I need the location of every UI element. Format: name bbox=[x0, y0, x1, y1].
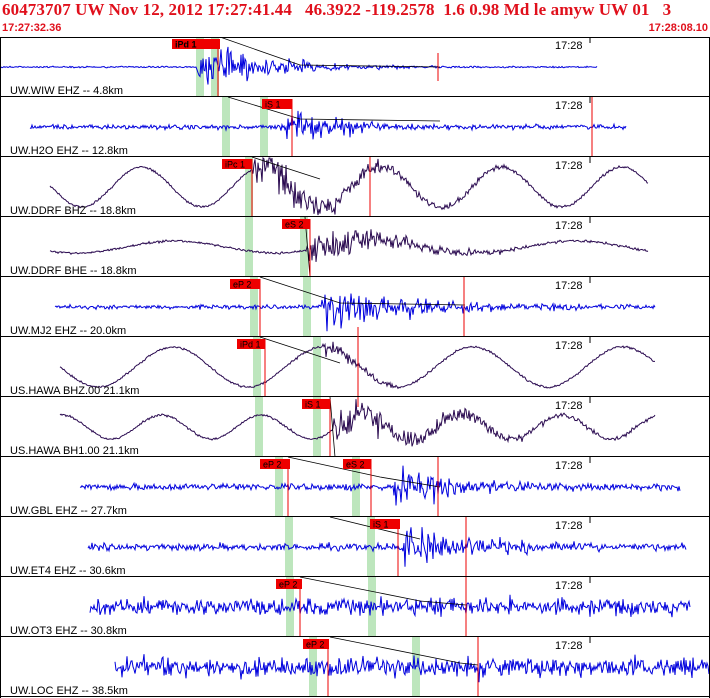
window-end-time: 17:28:08.10 bbox=[648, 22, 708, 34]
station-label: UW.WIW EHZ -- 4.8km bbox=[10, 85, 123, 97]
waveform-trace bbox=[29, 110, 627, 140]
phase-window-band bbox=[211, 37, 219, 97]
theoretical-arrival-curve bbox=[299, 576, 467, 606]
station-label: UW.LOC EHZ -- 38.5km bbox=[10, 685, 128, 697]
pick-label-box[interactable] bbox=[343, 459, 371, 469]
pick-label-box[interactable] bbox=[230, 279, 260, 289]
time-tick-label: 17:28 bbox=[555, 100, 583, 112]
waveform-trace bbox=[49, 156, 649, 216]
trace-row: eS 2 17:28 UW.DDRF BHE -- 18.8km bbox=[0, 216, 710, 278]
time-tick-label: 17:28 bbox=[555, 280, 583, 292]
window-start-time: 17:27:32.36 bbox=[2, 22, 62, 34]
trace-row: eP 2 17:28 UW.OT3 EHZ -- 30.8km bbox=[0, 576, 710, 637]
pick-label-box[interactable] bbox=[260, 459, 290, 469]
pick-label: iS 1 bbox=[305, 400, 321, 410]
seismogram-panel[interactable]: iPd 1 17:28 UW.WIW EHZ -- 4.8km iS 1 17:28 UW… bbox=[0, 37, 710, 698]
time-tick-label: 17:28 bbox=[555, 580, 583, 592]
pick-label-box[interactable] bbox=[370, 519, 400, 529]
phase-window-band bbox=[313, 397, 321, 457]
station-label: UW.ET4 EHZ -- 30.6km bbox=[10, 565, 126, 577]
pick-label: eP 2 bbox=[279, 580, 297, 590]
pick-label: iPd 1 bbox=[175, 40, 197, 50]
waveform-trace bbox=[49, 229, 649, 262]
trace-row: iPd 1 17:28 US.HAWA BHZ.00 21.1km bbox=[0, 327, 710, 407]
station-label: UW.DDRF BHZ -- 18.8km bbox=[10, 205, 136, 217]
trace-row: eP 2 eS 2 17:28 UW.GBL EHZ -- 27.7km bbox=[0, 456, 710, 517]
time-tick-label: 17:28 bbox=[555, 640, 583, 652]
time-tick-label: 17:28 bbox=[555, 400, 583, 412]
time-tick-label: 17:28 bbox=[555, 340, 583, 352]
phase-window-band bbox=[255, 397, 263, 457]
waveform-trace bbox=[89, 594, 691, 618]
theoretical-arrival-curve bbox=[259, 276, 466, 306]
phase-window-band bbox=[309, 637, 317, 697]
trace-row: iS 1 17:28 US.HAWA BH1.00 21.1km bbox=[0, 396, 710, 458]
pick-label: eS 2 bbox=[285, 220, 304, 230]
phase-window-band bbox=[245, 157, 253, 217]
waveform-trace bbox=[79, 465, 681, 506]
pick-label: iPc 1 bbox=[225, 160, 245, 170]
station-label: UW.OT3 EHZ -- 30.8km bbox=[10, 625, 127, 637]
waveform-trace bbox=[54, 293, 656, 332]
phase-window-band bbox=[286, 577, 294, 637]
waveform-trace bbox=[87, 527, 687, 567]
trace-row: iS 1 17:28 UW.ET4 EHZ -- 30.6km bbox=[0, 516, 710, 577]
station-label: UW.H2O EHZ -- 12.8km bbox=[10, 145, 128, 157]
pick-label: eP 2 bbox=[263, 460, 281, 470]
pick-label-box[interactable] bbox=[262, 99, 292, 109]
time-tick-label: 17:28 bbox=[555, 520, 583, 532]
trace-row: iS 1 17:28 UW.H2O EHZ -- 12.8km bbox=[0, 96, 710, 157]
station-label: US.HAWA BHZ.00 21.1km bbox=[10, 385, 139, 397]
phase-window-band bbox=[245, 217, 253, 277]
event-title: 60473707 UW Nov 12, 2012 17:27:41.44 46.… bbox=[2, 0, 672, 19]
pick-label-box[interactable] bbox=[282, 219, 310, 229]
pick-label-box[interactable] bbox=[172, 39, 220, 49]
phase-window-band bbox=[253, 337, 261, 397]
pick-label-box[interactable] bbox=[276, 579, 302, 589]
pick-label: iS 1 bbox=[373, 520, 389, 530]
station-label: US.HAWA BH1.00 21.1km bbox=[10, 445, 139, 457]
waveform-trace bbox=[59, 399, 656, 447]
theoretical-arrival-curve bbox=[329, 396, 336, 458]
trace-row: iPd 1 17:28 UW.WIW EHZ -- 4.8km bbox=[0, 37, 710, 97]
phase-window-band bbox=[313, 337, 321, 397]
pick-label: iS 1 bbox=[265, 100, 281, 110]
theoretical-arrival-curve bbox=[227, 96, 441, 122]
time-tick-label: 17:28 bbox=[555, 160, 583, 172]
station-label: UW.DDRF BHE -- 18.8km bbox=[10, 265, 137, 277]
pick-label-box[interactable] bbox=[237, 339, 265, 349]
pick-label-box[interactable] bbox=[303, 639, 329, 649]
station-label: UW.MJ2 EHZ -- 20.0km bbox=[10, 325, 126, 337]
time-tick-label: 17:28 bbox=[555, 460, 583, 472]
time-tick-label: 17:28 bbox=[555, 220, 583, 232]
station-label: UW.GBL EHZ -- 27.7km bbox=[10, 505, 127, 517]
pick-label: iPd 1 bbox=[240, 340, 261, 350]
pick-label: eP 2 bbox=[306, 640, 324, 650]
waveform-trace bbox=[114, 654, 710, 683]
time-tick-label: 17:28 bbox=[555, 40, 583, 52]
theoretical-arrival-curve bbox=[251, 156, 321, 180]
header-bar: 60473707 UW Nov 12, 2012 17:27:41.44 46.… bbox=[0, 0, 710, 37]
phase-window-band bbox=[196, 37, 204, 97]
theoretical-arrival-curve bbox=[219, 37, 441, 68]
theoretical-arrival-curve bbox=[287, 456, 441, 488]
phase-window-band bbox=[300, 217, 308, 277]
pick-label: eS 2 bbox=[346, 460, 365, 470]
phase-window-band bbox=[285, 517, 293, 577]
trace-row: eP 2 17:28 UW.LOC EHZ -- 38.5km bbox=[0, 636, 710, 697]
waveform-trace bbox=[0, 46, 598, 85]
trace-row: eP 2 17:28 UW.MJ2 EHZ -- 20.0km bbox=[0, 276, 710, 337]
theoretical-arrival-curve bbox=[329, 636, 479, 666]
pick-label-box[interactable] bbox=[302, 399, 330, 409]
trace-row: iPc 1 17:28 UW.DDRF BHZ -- 18.8km bbox=[0, 156, 710, 217]
theoretical-arrival-curve bbox=[259, 336, 341, 364]
pick-label: eP 2 bbox=[233, 280, 251, 290]
phase-window-band bbox=[222, 97, 230, 157]
pick-label-box[interactable] bbox=[222, 159, 252, 169]
